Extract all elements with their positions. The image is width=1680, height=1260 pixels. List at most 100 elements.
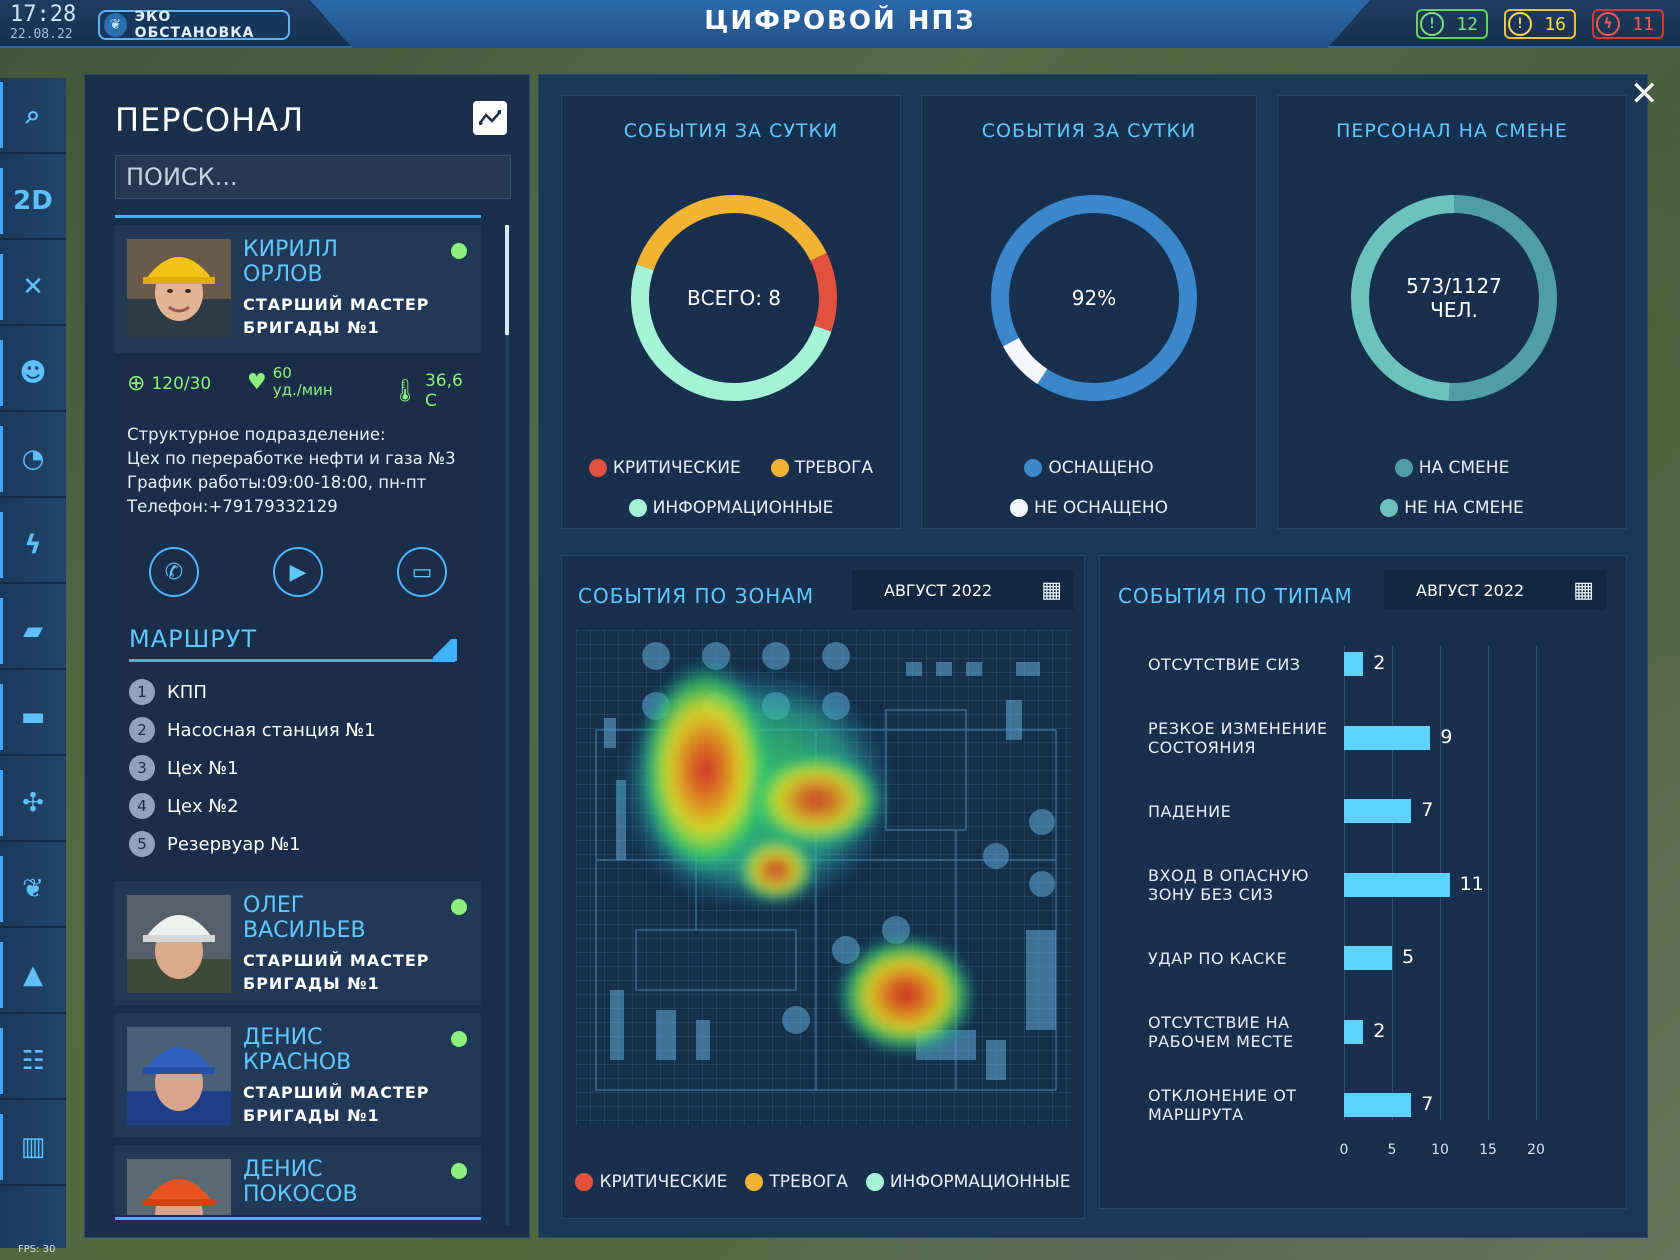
legend-item: НЕ НА СМЕНЕ <box>1380 498 1524 518</box>
trend-chart-button[interactable] <box>473 101 507 135</box>
hierarchy-icon[interactable]: ☷ <box>0 1024 66 1100</box>
app-title: ЦИФРОВОЙ НПЗ <box>704 6 976 36</box>
critical-badge[interactable]: ϟ 11 <box>1592 9 1664 39</box>
video-camera-icon: ▶ <box>289 559 307 585</box>
fps-counter: FPS: 30 <box>18 1244 56 1255</box>
critical-dot <box>575 1173 594 1191</box>
video-call-button[interactable]: ▶ <box>273 547 323 597</box>
close-icon[interactable]: ✕ <box>1630 74 1659 114</box>
eco-status-label: ЭКО ОБСТАНОВКА <box>134 9 255 41</box>
route-divider <box>129 659 455 662</box>
route-item[interactable]: 3 Цех №1 <box>129 749 459 787</box>
personnel-icon[interactable]: ☻ <box>0 336 66 412</box>
scrollbar-track[interactable] <box>505 225 509 1225</box>
donut-center: ВСЕГО: 8 <box>686 286 782 310</box>
lightning-icon[interactable]: ϟ <box>0 508 66 584</box>
warning-badge[interactable]: ! 16 <box>1504 9 1576 39</box>
off-shift-dot <box>1380 499 1399 517</box>
phone-icon: ✆ <box>164 559 184 585</box>
list-bottom-divider <box>115 1217 481 1220</box>
eco-status-button[interactable]: ❦ ЭКО ОБСТАНОВКА <box>98 9 290 41</box>
role-line: СТАРШИЙ МАСТЕР <box>243 295 430 314</box>
blood-pressure-value: 120/30 <box>151 373 212 394</box>
zone-heatmap[interactable] <box>576 630 1072 1126</box>
2d-view-toggle[interactable]: 2D <box>0 164 66 240</box>
bar[interactable] <box>1344 946 1392 970</box>
legend-item: ИНФОРМАЦИОННЫЕ <box>865 1172 1071 1192</box>
online-status-dot <box>451 243 467 259</box>
temperature-value: 36,6 С <box>424 371 463 411</box>
clock-time: 17:28 <box>10 2 77 27</box>
dept-label: Структурное подразделение: <box>127 425 386 444</box>
bar[interactable] <box>1344 799 1412 823</box>
route-item[interactable]: 2 Насосная станция №1 <box>129 711 459 749</box>
bar[interactable] <box>1344 1019 1364 1044</box>
period-picker[interactable]: АВГУСТ 2022 ▦ <box>1384 570 1606 610</box>
list-top-divider <box>115 215 481 218</box>
call-button[interactable]: ✆ <box>149 547 199 597</box>
person-role: СТАРШИЙ МАСТЕР БРИГАДЫ №1 <box>243 1083 430 1125</box>
alert-icon[interactable]: ▲ <box>0 938 66 1014</box>
events-by-type-tile: СОБЫТИЯ ПО ТИПАМ АВГУСТ 2022 ▦ 0 5 10 15 20 О… <box>1099 555 1627 1209</box>
personnel-card[interactable]: ОЛЕГ ВАСИЛЬЕВ СТАРШИЙ МАСТЕР БРИГАДЫ №1 <box>115 881 481 1005</box>
route-item[interactable]: 5 Резервуар №1 <box>129 825 459 863</box>
schedule-line: График работы:09:00-18:00, пн-пт <box>127 473 427 492</box>
search-input[interactable] <box>115 155 511 199</box>
x-tick-label: 15 <box>1479 1142 1497 1158</box>
zone-legend: КРИТИЧЕСКИЕ ТРЕВОГА ИНФОРМАЦИОННЫЕ <box>562 1172 1084 1192</box>
route-item[interactable]: 4 Цех №2 <box>129 787 459 825</box>
category-label: ОТСУТСТВИЕ СИЗ <box>1148 654 1301 674</box>
route-title: МАРШРУТ <box>129 625 258 653</box>
grid-line <box>1488 646 1489 1120</box>
online-status-dot <box>451 1163 467 1179</box>
legend-item: НЕ ОСНАЩЕНО <box>1009 498 1168 518</box>
data-label: 2 <box>1373 1019 1386 1042</box>
staff-on-shift-tile: ПЕРСОНАЛ НА СМЕНЕ 573/1127 ЧЕЛ. НА СМЕНЕ … <box>1277 95 1627 529</box>
bar[interactable] <box>1344 1093 1412 1117</box>
donut-segment <box>991 195 1197 401</box>
online-status-dot <box>451 1031 467 1047</box>
on-shift-dot <box>1394 459 1413 477</box>
tools-icon[interactable]: ✕ <box>0 250 66 326</box>
bar[interactable] <box>1344 725 1431 750</box>
personnel-card[interactable]: ДЕНИС КРАСНОВ СТАРШИЙ МАСТЕР БРИГАДЫ №1 <box>115 1013 481 1137</box>
thermometer-icon: 🌡 <box>391 378 419 404</box>
tile-title: СОБЫТИЯ ЗА СУТКИ <box>623 120 839 142</box>
bar[interactable] <box>1344 652 1364 676</box>
alert-badges: ! 12 ! 16 ϟ 11 <box>1416 9 1664 39</box>
info-count: 12 <box>1456 13 1478 35</box>
info-badge[interactable]: ! 12 <box>1416 9 1488 39</box>
personnel-panel: ПЕРСОНАЛ КИРИЛЛ ОРЛОВ СТАР <box>84 74 530 1238</box>
events-donut <box>631 195 837 401</box>
leaf-icon[interactable]: ❦ <box>0 852 66 928</box>
route-item[interactable]: 1 КПП <box>129 673 459 711</box>
legend: НА СМЕНЕ <box>1278 458 1626 478</box>
bar[interactable] <box>1344 872 1450 897</box>
pie-chart-icon[interactable]: ◔ <box>0 422 66 498</box>
personnel-card-expanded[interactable]: КИРИЛЛ ОРЛОВ СТАРШИЙ МАСТЕР БРИГАДЫ №1 ⊕… <box>115 225 481 875</box>
presentation-icon[interactable]: ▬ <box>0 680 66 756</box>
bar-chart-icon[interactable]: ▥ <box>0 1110 66 1186</box>
period-picker[interactable]: АВГУСТ 2022 ▦ <box>852 570 1074 610</box>
role-line: БРИГАДЫ №1 <box>243 318 380 337</box>
x-tick-label: 0 <box>1339 1142 1349 1158</box>
scrollbar-thumb[interactable] <box>505 225 509 335</box>
equipment-donut <box>991 195 1197 401</box>
leaf-icon: ❦ <box>104 13 127 37</box>
camera-icon[interactable]: ▰ <box>0 594 66 670</box>
calendar-icon: ▦ <box>1041 577 1062 603</box>
blood-pressure-icon: ⊕ <box>127 371 146 396</box>
personnel-card[interactable]: ДЕНИС ПОКОСОВ <box>115 1145 481 1215</box>
section-title: СОБЫТИЯ ПО ЗОНАМ <box>578 584 815 608</box>
legend-item: НА СМЕНЕ <box>1394 458 1509 478</box>
legend-item: ТРЕВОГА <box>745 1172 848 1192</box>
donut-segment <box>631 195 837 401</box>
calendar-icon: ▦ <box>1573 577 1594 603</box>
message-button[interactable]: ▭ <box>397 547 447 597</box>
drone-icon[interactable]: ✣ <box>0 766 66 842</box>
chat-icon: ▭ <box>411 559 433 585</box>
grid-line <box>1536 646 1537 1120</box>
person-name: ОЛЕГ ВАСИЛЬЕВ <box>243 893 366 943</box>
tile-title: ПЕРСОНАЛ НА СМЕНЕ <box>1336 120 1568 142</box>
search-icon[interactable]: ⌕ <box>0 78 66 154</box>
